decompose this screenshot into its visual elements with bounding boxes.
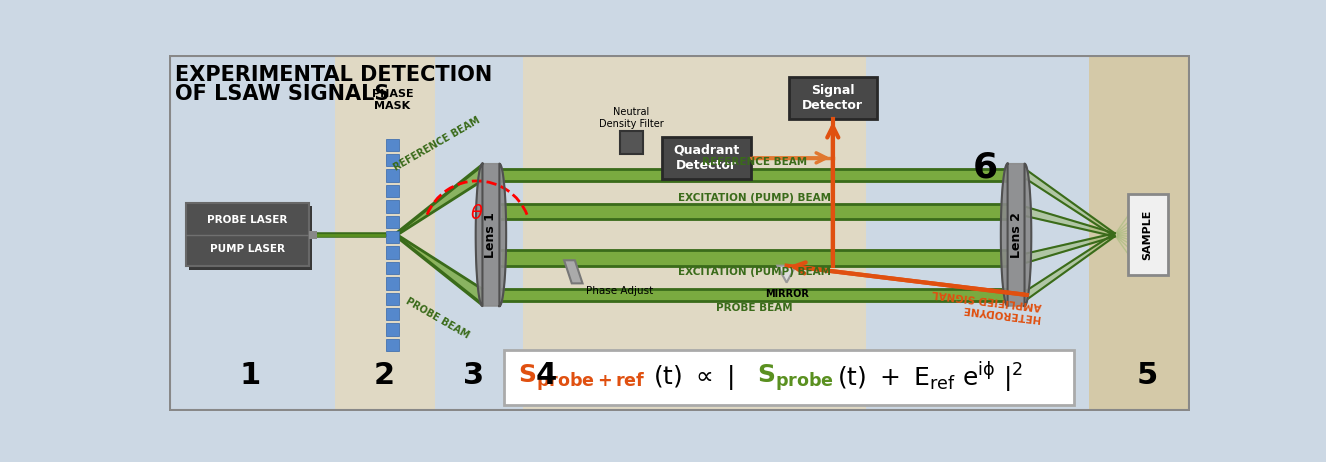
Text: PROBE LASER: PROBE LASER (207, 215, 288, 225)
Bar (386, 231, 399, 243)
Text: EXCITATION (PUMP) BEAM: EXCITATION (PUMP) BEAM (678, 267, 831, 277)
FancyBboxPatch shape (190, 207, 313, 269)
Polygon shape (1026, 170, 1115, 237)
FancyBboxPatch shape (309, 231, 317, 239)
Polygon shape (1001, 164, 1032, 306)
FancyBboxPatch shape (504, 350, 1074, 405)
Text: SAMPLE: SAMPLE (1143, 210, 1152, 260)
Polygon shape (564, 260, 582, 283)
Bar (386, 185, 399, 197)
Bar (386, 246, 399, 259)
Bar (386, 339, 399, 351)
Text: EXCITATION (PUMP) BEAM: EXCITATION (PUMP) BEAM (678, 193, 831, 202)
Bar (386, 154, 399, 166)
Polygon shape (777, 266, 796, 283)
Text: PROBE BEAM: PROBE BEAM (403, 296, 471, 340)
Bar (524, 55, 866, 411)
Text: REFERENCE BEAM: REFERENCE BEAM (392, 115, 481, 172)
Text: Lens 1: Lens 1 (484, 212, 497, 258)
Text: EXPERIMENTAL DETECTION: EXPERIMENTAL DETECTION (175, 65, 492, 85)
Bar (1089, 55, 1191, 411)
Text: 5: 5 (1136, 361, 1158, 389)
Bar (386, 323, 399, 336)
Text: Lens 2: Lens 2 (1009, 212, 1022, 258)
Bar (386, 277, 399, 290)
Text: $\mathrm{(t)\ \propto\ |\ }$: $\mathrm{(t)\ \propto\ |\ }$ (652, 363, 733, 392)
Bar (386, 308, 399, 320)
Text: Phase Adjust: Phase Adjust (586, 286, 654, 296)
Polygon shape (1026, 207, 1115, 237)
Text: Signal
Detector: Signal Detector (802, 84, 863, 112)
Text: PUMP LASER: PUMP LASER (210, 244, 285, 255)
Polygon shape (501, 169, 1005, 181)
Polygon shape (399, 165, 481, 234)
Polygon shape (501, 204, 1005, 219)
Bar (386, 170, 399, 182)
Bar (386, 139, 399, 151)
Bar (386, 292, 399, 305)
FancyBboxPatch shape (1127, 194, 1168, 275)
Text: $\mathbf{S}_{\mathbf{probe+ref}}$: $\mathbf{S}_{\mathbf{probe+ref}}$ (518, 362, 646, 393)
Text: HETERODYNE
AMPLIFIED SIGNAL: HETERODYNE AMPLIFIED SIGNAL (930, 288, 1042, 323)
Bar (866, 55, 1089, 411)
Text: 4: 4 (536, 361, 557, 389)
FancyBboxPatch shape (186, 203, 309, 267)
Text: OF LSAW SIGNALS: OF LSAW SIGNALS (175, 84, 390, 104)
Text: PROBE BEAM: PROBE BEAM (716, 303, 793, 313)
FancyBboxPatch shape (619, 131, 643, 154)
Polygon shape (1026, 232, 1115, 262)
Text: 3: 3 (463, 361, 484, 389)
Bar (170, 55, 334, 411)
Polygon shape (399, 236, 481, 304)
Polygon shape (501, 250, 1005, 266)
Text: 2: 2 (374, 361, 395, 389)
Polygon shape (501, 289, 1005, 301)
FancyBboxPatch shape (789, 77, 876, 119)
Text: Neutral
Density Filter: Neutral Density Filter (599, 107, 663, 128)
Text: $\theta$: $\theta$ (471, 204, 484, 223)
Text: 1: 1 (239, 361, 260, 389)
Polygon shape (1026, 232, 1115, 299)
Bar (386, 262, 399, 274)
Text: 6: 6 (973, 150, 998, 184)
Text: PHASE
MASK: PHASE MASK (371, 89, 414, 111)
Text: Quadrant
Detector: Quadrant Detector (674, 144, 740, 172)
FancyBboxPatch shape (662, 137, 751, 179)
Text: MIRROR: MIRROR (765, 289, 809, 299)
Bar (386, 200, 399, 213)
Polygon shape (476, 164, 507, 306)
Bar (334, 55, 435, 411)
Text: $\mathrm{(t)\ +\ E_{ref}\ e^{i\phi}\ |^2}$: $\mathrm{(t)\ +\ E_{ref}\ e^{i\phi}\ |^2… (838, 360, 1024, 395)
Text: REFERENCE BEAM: REFERENCE BEAM (701, 157, 806, 167)
Bar (386, 216, 399, 228)
Bar (435, 55, 524, 411)
Text: $\mathbf{S}_{\mathbf{probe}}$: $\mathbf{S}_{\mathbf{probe}}$ (757, 362, 834, 393)
